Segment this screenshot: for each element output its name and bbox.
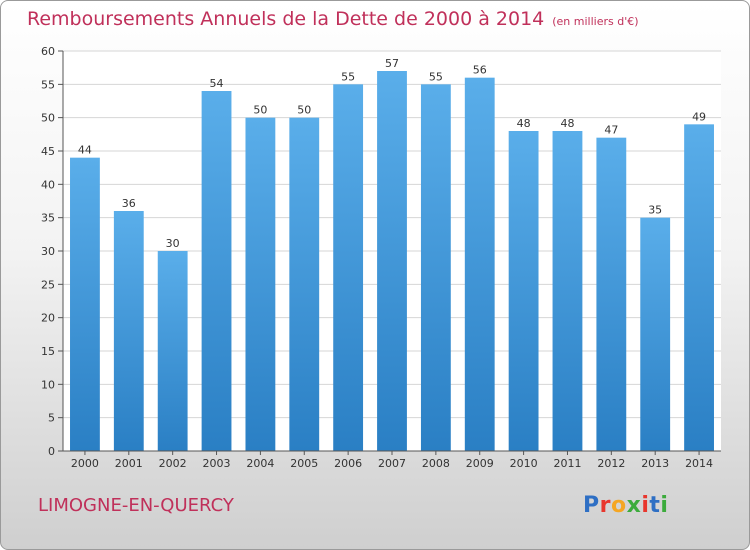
bar-value-label: 50 [253,104,267,117]
bar-value-label: 36 [122,197,136,210]
logo-letter: r [599,493,611,518]
y-tick-label: 45 [41,145,55,158]
bars: 44 36 30 54 50 50 55 57 55 56 48 48 47 35 49 [70,57,714,452]
bar [684,124,714,451]
bar [157,251,188,451]
y-tick-label: 20 [41,312,55,325]
logo-letter: i [660,493,669,518]
x-tick-label: 2014 [685,457,713,470]
bar [464,77,495,452]
chart-title: Remboursements Annuels de la Dette de 20… [27,8,545,30]
bar [377,71,407,451]
logo-letter: o [610,493,627,518]
bar-value-label: 35 [648,204,662,217]
bar-value-label: 55 [429,70,443,83]
axes: 0 5 10 15 20 25 30 35 40 45 50 55 60 2000 2001 2002 2003… [41,45,721,470]
x-tick-label: 2012 [597,457,625,470]
y-tick-label: 30 [41,245,55,258]
bar [552,131,583,451]
x-tick-label: 2008 [422,457,450,470]
bar [70,157,100,451]
y-tick-label: 35 [41,212,55,225]
bar [245,117,276,452]
bar-value-label: 30 [166,237,180,250]
x-tick-label: 2009 [466,457,494,470]
bar-value-label: 57 [385,57,399,70]
logo-letter: P [583,493,600,518]
chart-subtitle: (en milliers d'€) [552,15,639,28]
logo-letter: i [641,493,650,518]
bar-value-label: 54 [210,77,224,90]
bar [289,117,320,452]
bar [113,211,144,451]
bar [596,137,627,451]
proxiti-logo[interactable]: Proxiti [583,493,668,518]
title-row: Remboursements Annuels de la Dette de 20… [27,8,639,30]
y-tick-label: 0 [48,445,55,458]
x-tick-label: 2000 [71,457,99,470]
commune-name: LIMOGNE-EN-QUERCY [38,495,234,516]
y-tick-label: 5 [48,412,55,425]
x-tick-label: 2002 [159,457,187,470]
bar [420,84,451,451]
y-tick-label: 50 [41,112,55,125]
bar-value-label: 49 [692,110,706,123]
y-tick-label: 55 [41,78,55,91]
logo-letter: t [649,493,661,518]
x-tick-label: 2006 [334,457,362,470]
bar [640,217,671,451]
y-tick-label: 40 [41,178,55,191]
logo-letter: x [626,493,642,518]
bar [333,84,364,451]
x-tick-label: 2013 [641,457,669,470]
x-tick-label: 2005 [290,457,318,470]
y-tick-label: 15 [41,345,55,358]
x-tick-label: 2011 [553,457,581,470]
bar-value-label: 50 [297,104,311,117]
bar [201,91,232,451]
x-tick-label: 2004 [246,457,274,470]
bar-value-label: 55 [341,70,355,83]
bar-value-label: 48 [560,117,574,130]
y-tick-label: 10 [41,378,55,391]
bar-value-label: 47 [604,124,618,137]
bar [508,131,539,451]
x-tick-label: 2001 [115,457,143,470]
x-tick-label: 2007 [378,457,406,470]
bar-value-label: 44 [78,144,92,157]
y-tick-label: 60 [41,45,55,58]
bar-value-label: 48 [517,117,531,130]
x-tick-label: 2010 [510,457,538,470]
x-tick-label: 2003 [203,457,231,470]
y-tick-label: 25 [41,278,55,291]
bar-value-label: 56 [473,64,487,77]
